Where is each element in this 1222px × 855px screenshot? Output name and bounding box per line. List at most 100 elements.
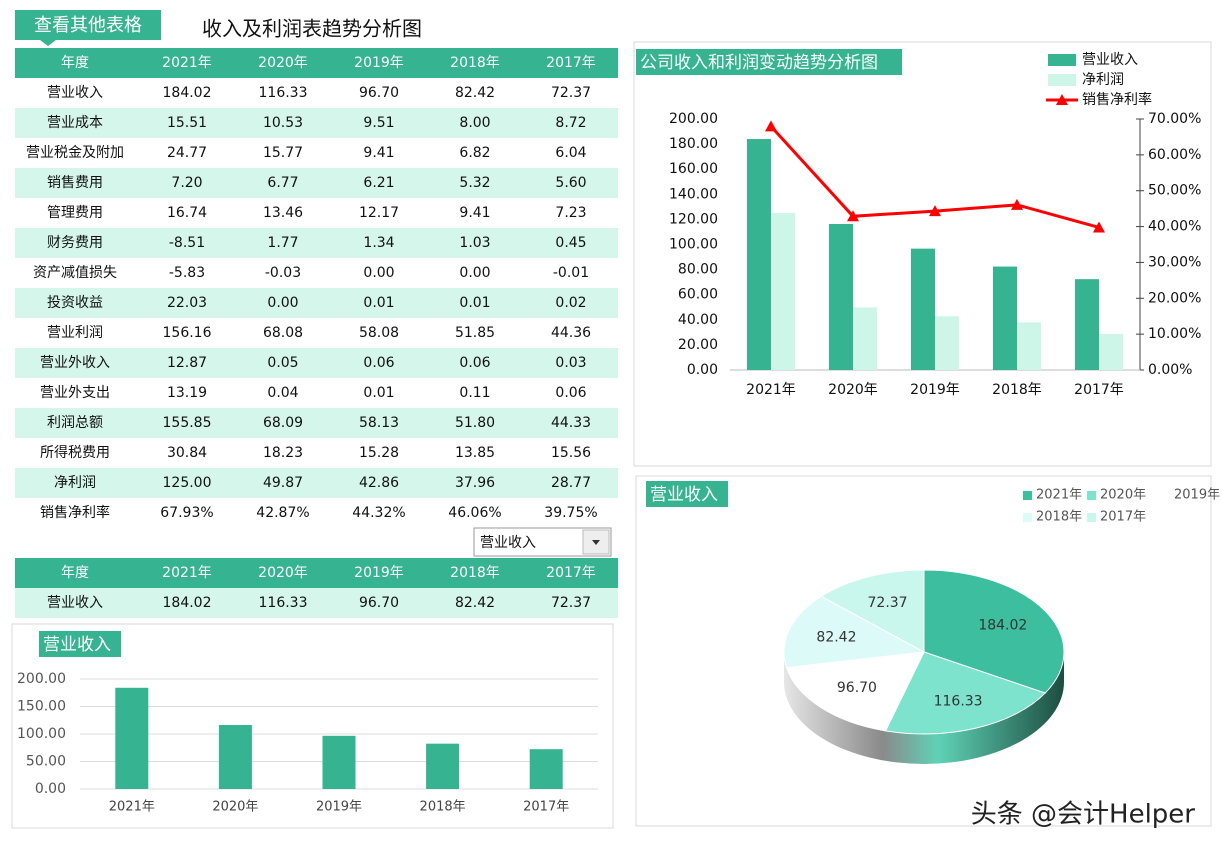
legend-label: 2021年 [1036,488,1082,503]
legend-label: 净利润 [1082,72,1124,88]
table-cell: 96.70 [359,85,399,101]
legend-label: 营业收入 [1082,52,1138,68]
y2-tick-label: 10.00% [1148,326,1201,342]
row-background [15,348,618,378]
legend-label: 2017年 [1100,510,1146,525]
chart-title-box [646,481,728,507]
dropdown-arrow [592,540,600,545]
table-cell: 155.85 [163,415,212,431]
y-tick-label: 0.00 [35,781,66,797]
table-cell: 67.93% [160,505,213,521]
table-cell: 82.42 [455,85,495,101]
header-cell: 2017年 [546,565,596,581]
legend-swatch [1087,491,1096,500]
table-cell: 0.11 [459,385,490,401]
y-tick-label: 150.00 [17,699,66,715]
line-marker [1011,198,1023,210]
legend-swatch [1048,74,1076,86]
y2-tick-label: 0.00% [1148,362,1192,378]
table-cell: 125.00 [163,475,212,491]
pie-slice [785,651,925,732]
table-cell: 净利润 [54,475,96,491]
table-cell: 12.87 [167,355,207,371]
table-cell: 39.75% [544,505,597,521]
legend-label: 2019年 [1174,488,1220,503]
data-label: 72.37 [868,595,908,611]
legend-swatch [1023,513,1032,522]
line-marker [1093,221,1105,233]
table-cell: 0.06 [363,355,394,371]
table-cell: 15.56 [551,445,591,461]
table-cell: 28.77 [551,475,591,491]
bar [993,266,1017,370]
table-cell: 营业税金及附加 [26,145,124,161]
x-tick-label: 2020年 [212,800,258,815]
table-cell: 15.51 [167,115,207,131]
y2-tick-label: 30.00% [1148,254,1201,270]
chart-title-box [636,49,902,75]
table-cell: 68.09 [263,415,303,431]
bar [529,749,563,789]
table-cell: 6.77 [267,175,298,191]
table-cell: 资产减值损失 [33,265,117,281]
table-cell: 22.03 [167,295,207,311]
watermark: 头条 @会计Helper [971,800,1196,830]
table-cell: 42.87% [256,505,309,521]
y-tick-label: 200.00 [17,671,66,687]
table-cell: 49.87 [263,475,303,491]
table-cell: 0.06 [459,355,490,371]
table-cell: 6.04 [555,145,586,161]
chart-title: 公司收入和利润变动趋势分析图 [640,53,878,73]
table-cell: 0.01 [363,295,394,311]
chart-title: 营业收入 [650,485,718,505]
table-cell: 0.04 [267,385,298,401]
row-background [15,108,618,138]
header-cell: 2017年 [546,55,596,71]
table-cell: 0.01 [363,385,394,401]
table-cell: 营业外支出 [40,385,110,401]
table-cell: 15.77 [263,145,303,161]
table-cell: 82.42 [455,595,495,611]
table-cell: 营业收入 [47,595,103,611]
table-cell: 42.86 [359,475,399,491]
row-background [15,228,618,258]
table-cell: 0.00 [363,265,394,281]
bar [1075,279,1099,370]
table-cell: 10.53 [263,115,303,131]
table-cell: 8.00 [459,115,490,131]
bar [829,224,853,370]
x-tick-label: 2019年 [910,382,960,398]
table-cell: 46.06% [448,505,501,521]
dropdown-value[interactable]: 营业收入 [480,535,536,551]
other-tables-button[interactable] [15,10,161,40]
line-marker [847,210,859,222]
chart-frame [11,623,614,829]
line-marker [929,205,941,217]
x-tick-label: 2021年 [109,800,155,815]
table-cell: 51.85 [455,325,495,341]
table-cell: 管理费用 [47,205,103,221]
table-cell: 利润总额 [47,415,103,431]
chart-title: 营业收入 [43,635,111,655]
pie-slice [783,595,926,669]
table-cell: 116.33 [259,85,308,101]
pie-slice [923,569,1065,694]
table-cell: 116.33 [259,595,308,611]
button-label[interactable]: 查看其他表格 [34,15,142,36]
table-cell: -5.83 [169,265,205,281]
table-cell: 1.03 [459,235,490,251]
bar [322,735,356,789]
bar [426,743,460,789]
x-tick-label: 2021年 [746,382,796,398]
table-cell: 6.82 [459,145,490,161]
legend-swatch [1087,513,1096,522]
table-cell: 财务费用 [47,235,103,251]
bar [747,139,771,370]
y-tick-label: 200.00 [669,111,718,127]
header-cell: 2019年 [354,55,404,71]
table-cell: 5.60 [555,175,586,191]
legend-marker [1056,94,1068,105]
bar [115,687,149,789]
header-cell: 年度 [61,55,89,71]
